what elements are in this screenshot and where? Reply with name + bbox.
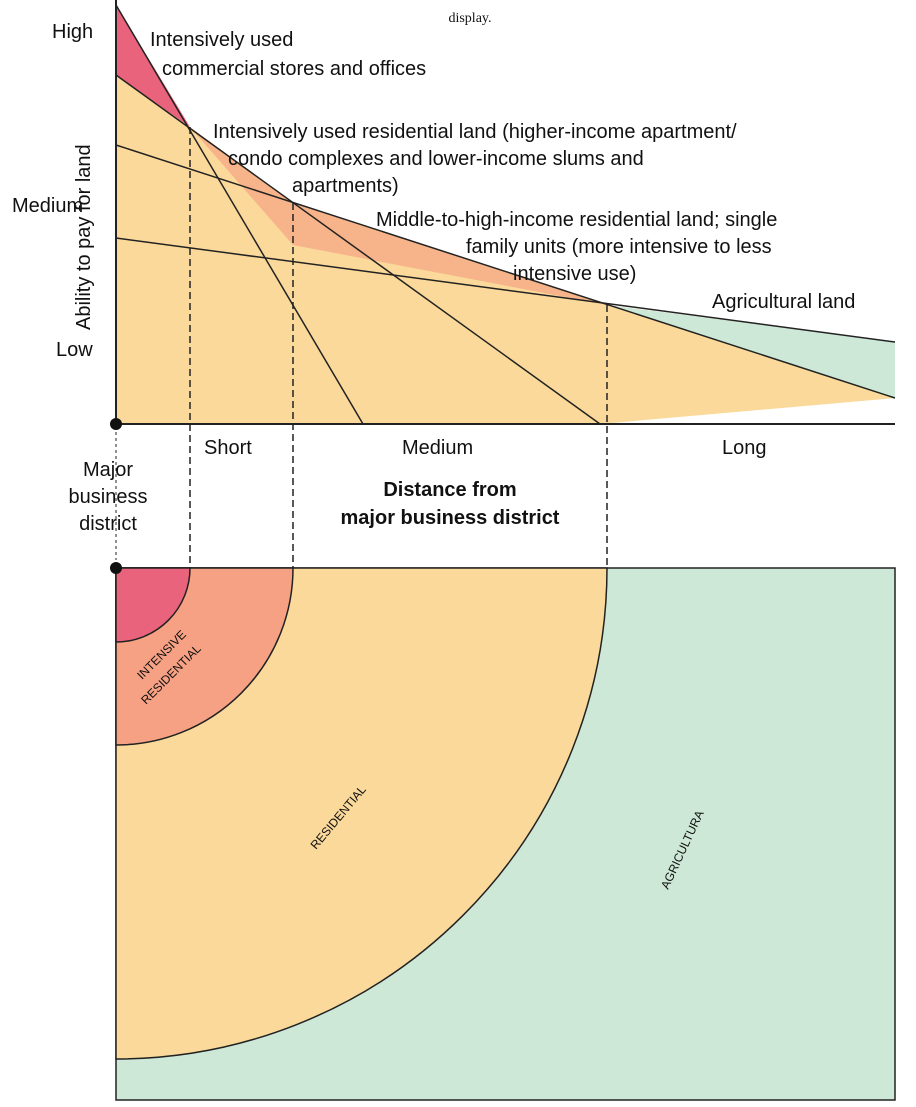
y-label: Ability to pay for land <box>73 144 95 330</box>
intensive-line <box>115 74 601 425</box>
distance: Long <box>722 437 767 459</box>
distance: Medium <box>402 437 473 459</box>
x-label: major business district <box>341 507 560 529</box>
curves <box>115 0 896 425</box>
caption: display. <box>448 11 491 26</box>
origin-label: Major <box>83 459 133 481</box>
commercial-line <box>115 4 364 425</box>
center-dot <box>110 562 122 574</box>
curve-label: intensive use) <box>513 263 636 285</box>
dashed-guides <box>189 127 608 568</box>
middle-line <box>115 144 896 399</box>
x-label: Distance from <box>383 479 516 501</box>
curve-label: Intensively used <box>150 29 293 51</box>
intensive-area <box>190 127 607 305</box>
commercial-zone <box>115 567 191 643</box>
origin-dot <box>110 418 122 430</box>
curve-label: commercial stores and offices <box>162 58 426 80</box>
origin-label: district <box>79 513 137 535</box>
curve-label: apartments) <box>292 175 399 197</box>
curve-label: condo complexes and lower-income slums a… <box>228 148 644 170</box>
level: Medium <box>12 195 83 217</box>
curve-label: Middle-to-high-income residential land; … <box>376 209 777 231</box>
level: High <box>52 21 93 43</box>
origin-label: business <box>69 486 148 508</box>
curve-label: Agricultural land <box>712 291 855 313</box>
level: Low <box>56 339 93 361</box>
curve-label: family units (more intensive to less <box>466 236 772 258</box>
agri-line <box>115 237 896 343</box>
curve-label: Intensively used residential land (highe… <box>213 121 737 143</box>
distance: Short <box>204 437 252 459</box>
